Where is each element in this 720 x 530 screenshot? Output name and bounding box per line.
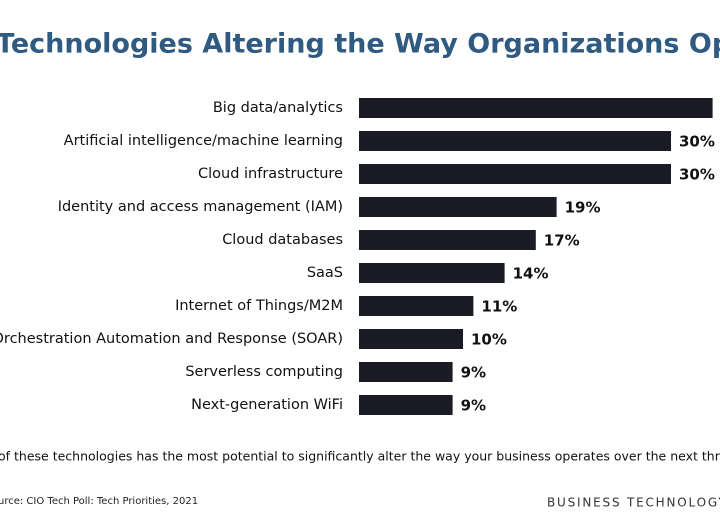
bar <box>359 98 713 118</box>
category-label: y Orchestration Automation and Response … <box>0 331 343 347</box>
footnote: of these technologies has the most poten… <box>0 449 720 464</box>
value-label: 19% <box>565 199 601 217</box>
category-label: Cloud infrastructure <box>198 166 343 182</box>
bar <box>359 263 505 283</box>
category-label: SaaS <box>307 265 343 281</box>
value-label: 17% <box>544 232 580 250</box>
bar <box>359 164 671 184</box>
source: urce: CIO Tech Poll: Tech Priorities, 20… <box>0 496 198 507</box>
value-label: 9% <box>461 397 486 415</box>
value-label: 30% <box>679 133 715 151</box>
category-label: Big data/analytics <box>213 100 343 116</box>
category-label: Cloud databases <box>222 232 343 248</box>
category-label: Identity and access management (IAM) <box>58 199 343 215</box>
bar <box>359 395 453 415</box>
value-label: 10% <box>471 331 507 349</box>
brand: BUSINESS TECHNOLOGY LEA <box>547 496 720 510</box>
bar <box>359 230 536 250</box>
value-label: 11% <box>481 298 517 316</box>
value-label: 9% <box>461 364 486 382</box>
category-label: Serverless computing <box>185 364 343 380</box>
bar <box>359 296 474 316</box>
bar <box>359 131 671 151</box>
category-label: Next-generation WiFi <box>191 397 343 413</box>
bar <box>359 362 453 382</box>
category-label: Internet of Things/M2M <box>175 298 343 314</box>
value-label: 30% <box>679 166 715 184</box>
value-label: 14% <box>513 265 549 283</box>
bar <box>359 197 557 217</box>
category-label: Artificial intelligence/machine learning <box>64 133 343 149</box>
bar <box>359 329 463 349</box>
chart-title: Technologies Altering the Way Organizati… <box>0 29 720 60</box>
